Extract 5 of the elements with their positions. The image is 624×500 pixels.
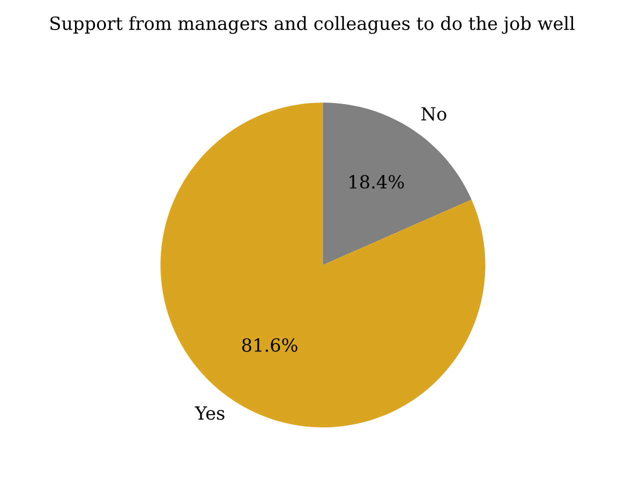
chart-title: Support from managers and colleagues to do the job well bbox=[50, 16, 575, 34]
data-label: 81.6% bbox=[242, 338, 298, 352]
slice-label: No bbox=[421, 107, 446, 121]
slice-label: Yes bbox=[194, 406, 224, 420]
data-label: 18.4% bbox=[350, 174, 404, 189]
